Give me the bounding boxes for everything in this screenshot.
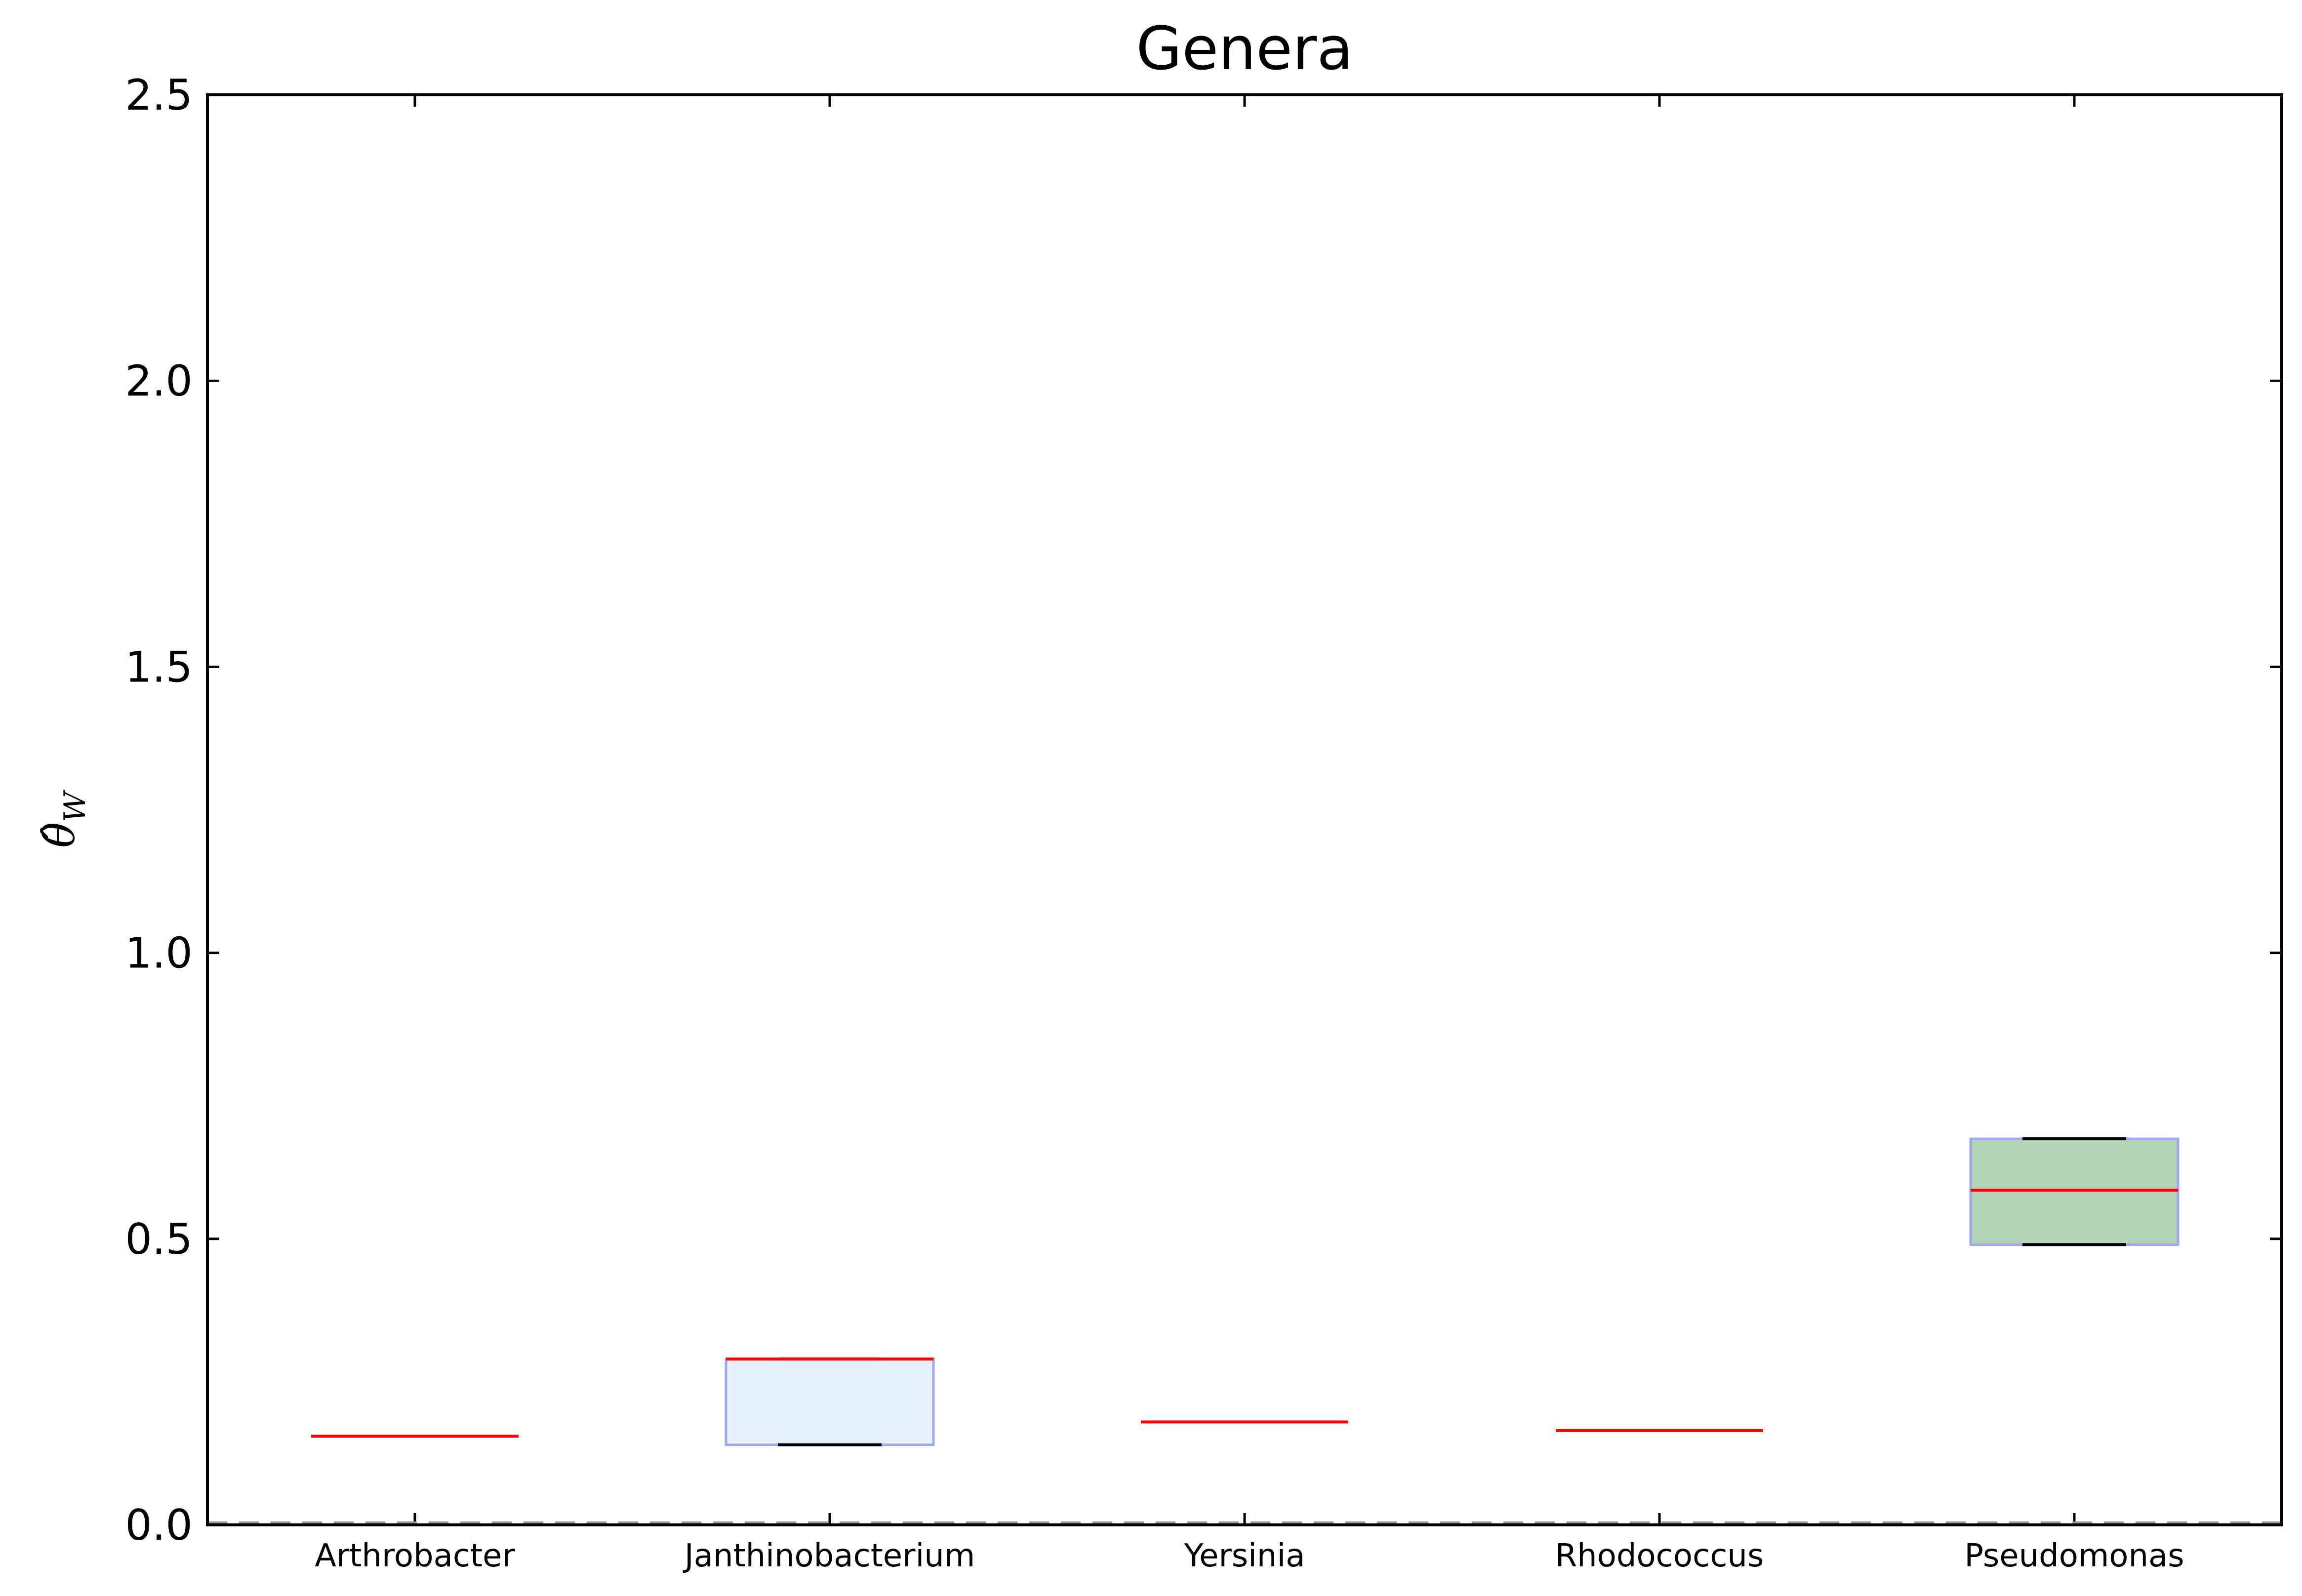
box-series — [207, 1137, 2282, 1524]
x-tick-label: Janthinobacterium — [683, 1538, 975, 1574]
plot-frame — [206, 93, 2283, 1526]
svg-text:θ̂W: θ̂W — [35, 790, 92, 848]
y-tick-label: 2.5 — [125, 71, 193, 120]
y-tick-label: 0.0 — [125, 1501, 193, 1550]
x-tick-label: Pseudomonas — [1964, 1538, 2184, 1574]
y-axis-label-main: θ̂ — [35, 822, 84, 848]
y-axis-label-subscript: W — [58, 790, 92, 822]
y-tick-label: 1.0 — [125, 929, 193, 978]
y-tick-label: 2.0 — [125, 357, 193, 406]
x-tick-label: Arthrobacter — [315, 1538, 515, 1574]
box-pseudomonas — [1969, 1137, 2180, 1246]
y-tick-label: 1.5 — [125, 642, 193, 692]
x-axis-ticks: Arthrobacter Janthinobacterium Yersinia Rho… — [315, 95, 2184, 1574]
y-axis-label: θ̂W — [35, 790, 92, 848]
x-tick-label: Yersinia — [1184, 1538, 1305, 1574]
y-axis-ticks: 0.0 0.5 1.0 1.5 2.0 2.5 — [125, 71, 2282, 1550]
x-tick-label: Rhodococcus — [1555, 1538, 1764, 1574]
y-tick-label: 0.5 — [125, 1215, 193, 1264]
box-janthinobacterium — [725, 1357, 935, 1446]
box-body — [725, 1357, 935, 1446]
chart-title: Genera — [1136, 15, 1353, 83]
